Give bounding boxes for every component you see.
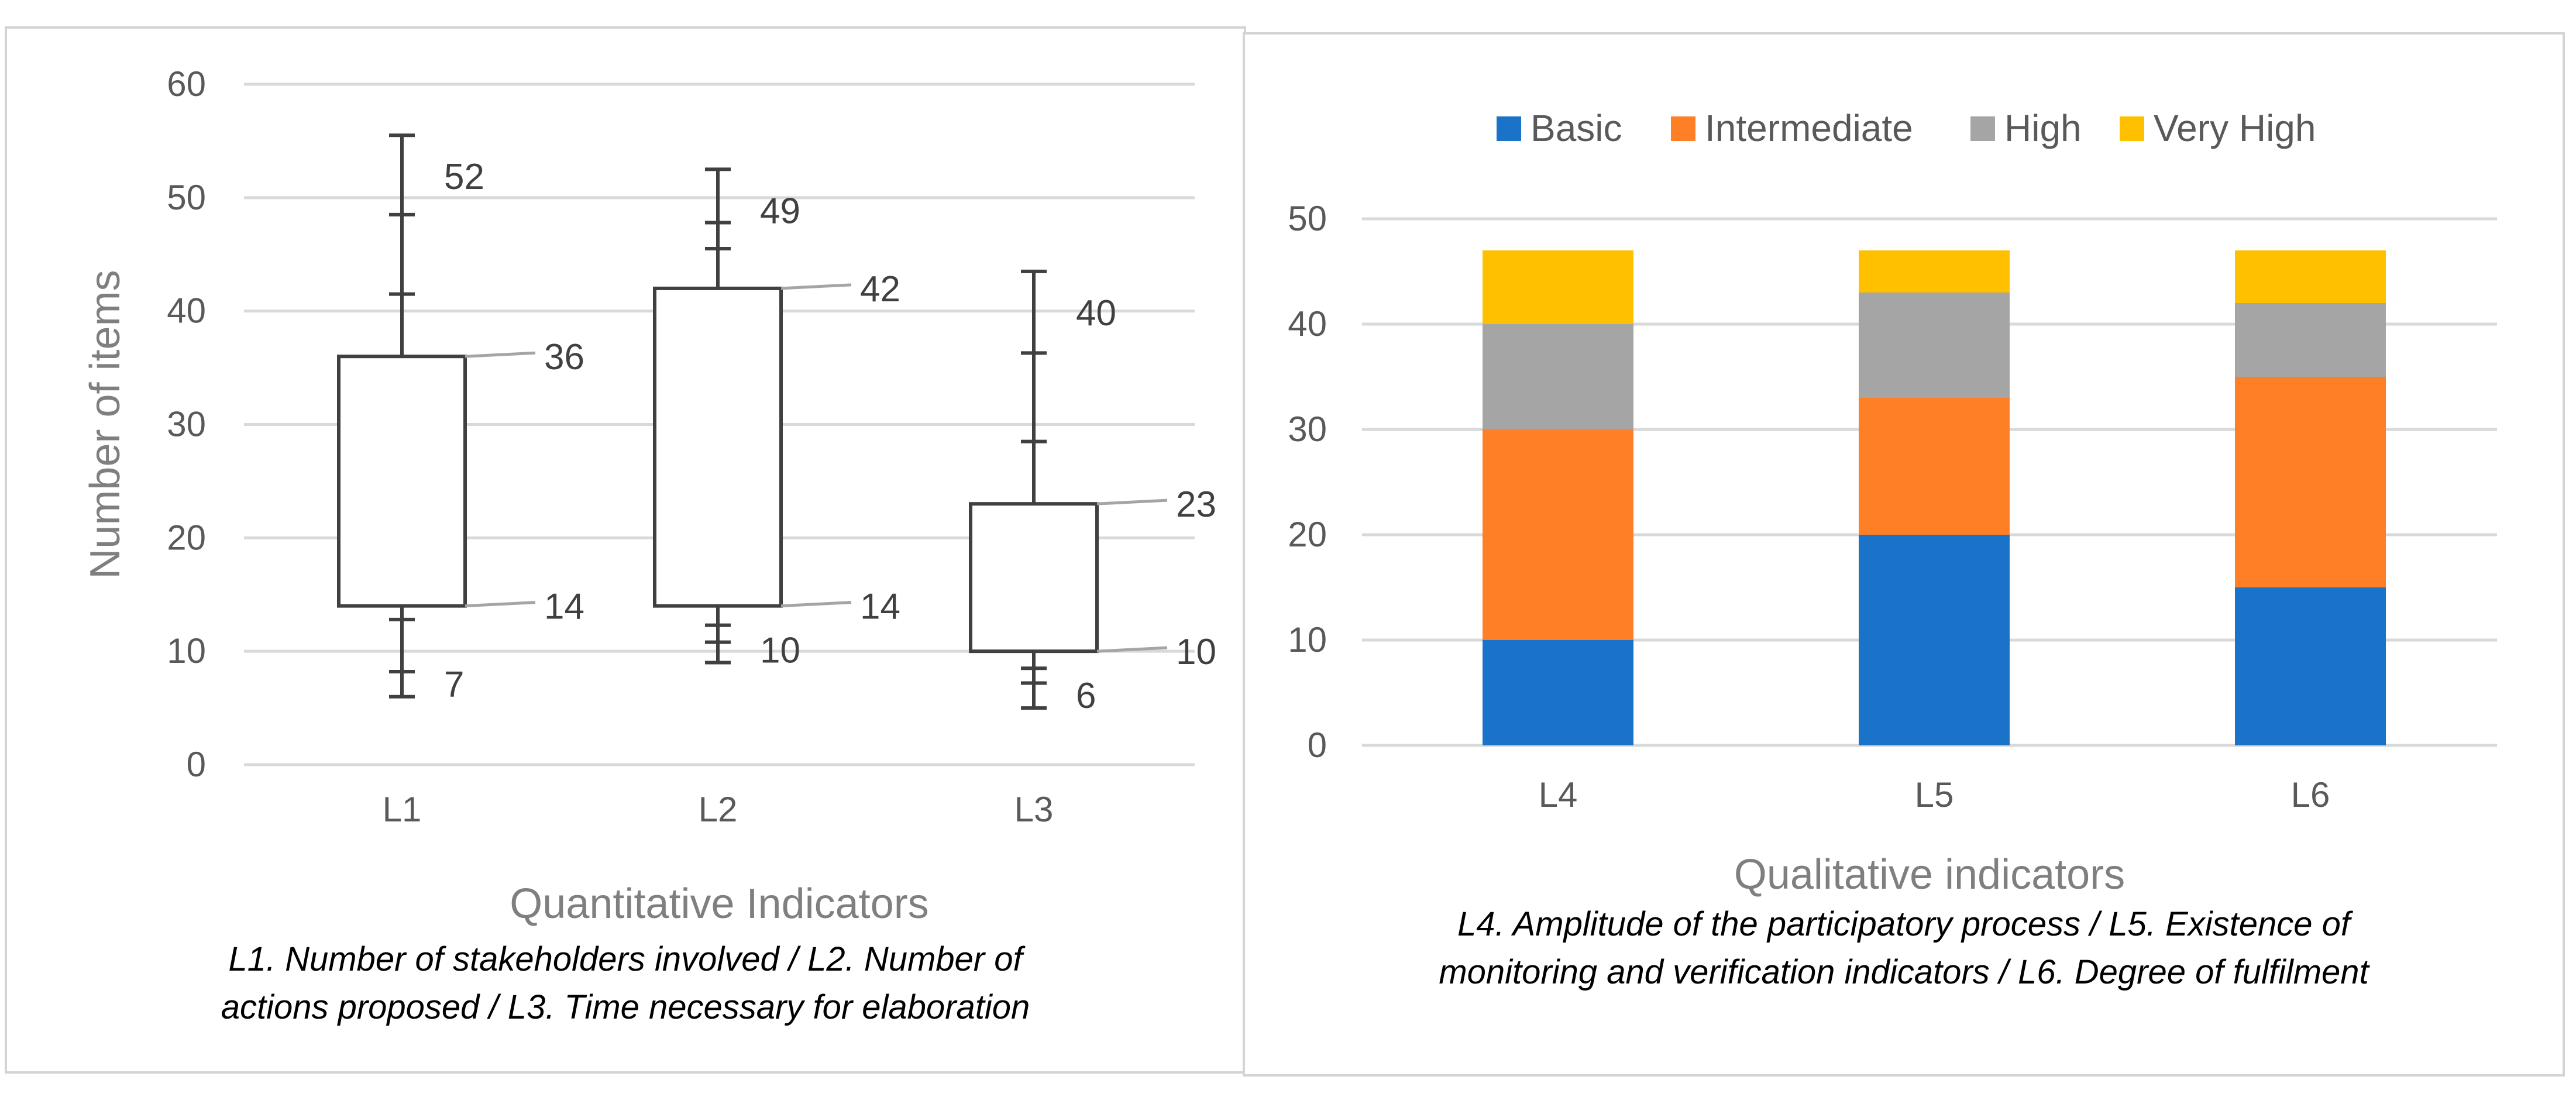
bar-L6-high — [2235, 303, 2386, 377]
leader-line — [465, 351, 536, 358]
quantitative-caption-line-2: actions proposed / L3. Time necessary fo… — [221, 988, 1030, 1026]
y-tick-label: 0 — [1308, 725, 1327, 765]
bar-L5-very-high — [1859, 250, 2010, 293]
upper-quartile-label: 42 — [860, 269, 900, 310]
y-tick-label: 50 — [167, 178, 206, 217]
leader-line — [1096, 646, 1168, 653]
bar-L5-high — [1859, 293, 2010, 398]
legend-swatch-very-high — [2120, 116, 2144, 141]
qualitative-caption: L4. Amplitude of the participatory proce… — [1245, 900, 2563, 996]
lower-quartile-label: 10 — [1176, 632, 1216, 672]
whisker-top-label: 49 — [760, 191, 800, 231]
whisker-bottom-label: 10 — [760, 631, 800, 671]
legend-label-very-high: Very High — [2154, 107, 2316, 149]
y-tick-label: 30 — [167, 405, 206, 444]
upper-quartile-label: 23 — [1176, 484, 1216, 525]
quantitative-caption: L1. Number of stakeholders involved / L2… — [7, 936, 1244, 1031]
box-plot: 0 10 20 30 40 50 60 Number of items Quantitative… — [82, 64, 1216, 927]
x-tick-label: L2 — [699, 790, 738, 829]
legend-label-high: High — [2004, 107, 2082, 149]
x-tick-label: L6 — [2291, 775, 2330, 814]
whisker-top-label: 40 — [1076, 293, 1116, 333]
y-tick-label: 60 — [167, 64, 206, 104]
lower-quartile-label: 14 — [544, 587, 584, 627]
whisker-bottom-label: 7 — [444, 665, 464, 705]
stacked-bar-chart: 0 10 20 30 40 50 L4 L5 L6 Qualitative indicators B… — [1288, 107, 2497, 898]
qualitative-chart-panel: 0 10 20 30 40 50 L4 L5 L6 Qualitative indicators B… — [1243, 32, 2565, 1077]
box-L1 — [337, 355, 467, 608]
leader-line — [780, 601, 852, 608]
bar-L6-basic — [2235, 587, 2386, 745]
bar-L4-intermediate — [1483, 429, 1633, 640]
leader-line — [780, 283, 852, 290]
box-L2 — [653, 286, 783, 608]
y-tick-label: 10 — [1288, 620, 1327, 659]
y-tick-label: 30 — [1288, 410, 1327, 449]
y-axis-title: Number of items — [82, 270, 129, 579]
quantitative-chart-panel: 0 10 20 30 40 50 60 Number of items Quantitative… — [5, 26, 1246, 1074]
legend-swatch-basic — [1497, 116, 1521, 141]
lower-quartile-label: 14 — [860, 587, 900, 627]
x-tick-label: L5 — [1915, 775, 1954, 814]
bar-L5-basic — [1859, 535, 2010, 745]
x-axis-title: Qualitative indicators — [1734, 851, 2125, 898]
legend-swatch-intermediate — [1671, 116, 1695, 141]
legend-label-intermediate: Intermediate — [1705, 107, 1913, 149]
x-axis-title: Quantitative Indicators — [510, 881, 928, 927]
bar-L4-high — [1483, 324, 1633, 429]
y-tick-label: 20 — [167, 518, 206, 557]
y-tick-label: 50 — [1288, 199, 1327, 238]
whisker-top-label: 52 — [444, 157, 484, 197]
upper-quartile-label: 36 — [544, 337, 584, 377]
x-tick-label: L1 — [383, 790, 422, 829]
qualitative-caption-line-2: monitoring and verification indicators /… — [1439, 953, 2369, 991]
x-tick-label: L3 — [1014, 790, 1054, 829]
x-tick-label: L4 — [1539, 775, 1578, 814]
bar-L4-basic — [1483, 640, 1633, 745]
y-tick-label: 0 — [187, 745, 206, 784]
y-tick-label: 20 — [1288, 515, 1327, 554]
leader-line — [1096, 498, 1168, 505]
y-tick-label: 10 — [167, 631, 206, 670]
bar-L4-very-high — [1483, 250, 1633, 324]
whisker-bottom-label: 6 — [1076, 676, 1096, 716]
y-tick-label: 40 — [167, 291, 206, 331]
legend-label-basic: Basic — [1531, 107, 1622, 149]
qualitative-caption-line-1: L4. Amplitude of the participatory proce… — [1457, 905, 2350, 943]
bar-L6-intermediate — [2235, 377, 2386, 587]
bar-L5-intermediate — [1859, 398, 2010, 535]
quantitative-caption-line-1: L1. Number of stakeholders involved / L2… — [228, 940, 1023, 978]
y-tick-label: 40 — [1288, 304, 1327, 343]
legend-swatch-high — [1970, 116, 1995, 141]
bar-L6-very-high — [2235, 250, 2386, 303]
box-L3 — [969, 502, 1099, 654]
leader-line — [465, 601, 536, 608]
